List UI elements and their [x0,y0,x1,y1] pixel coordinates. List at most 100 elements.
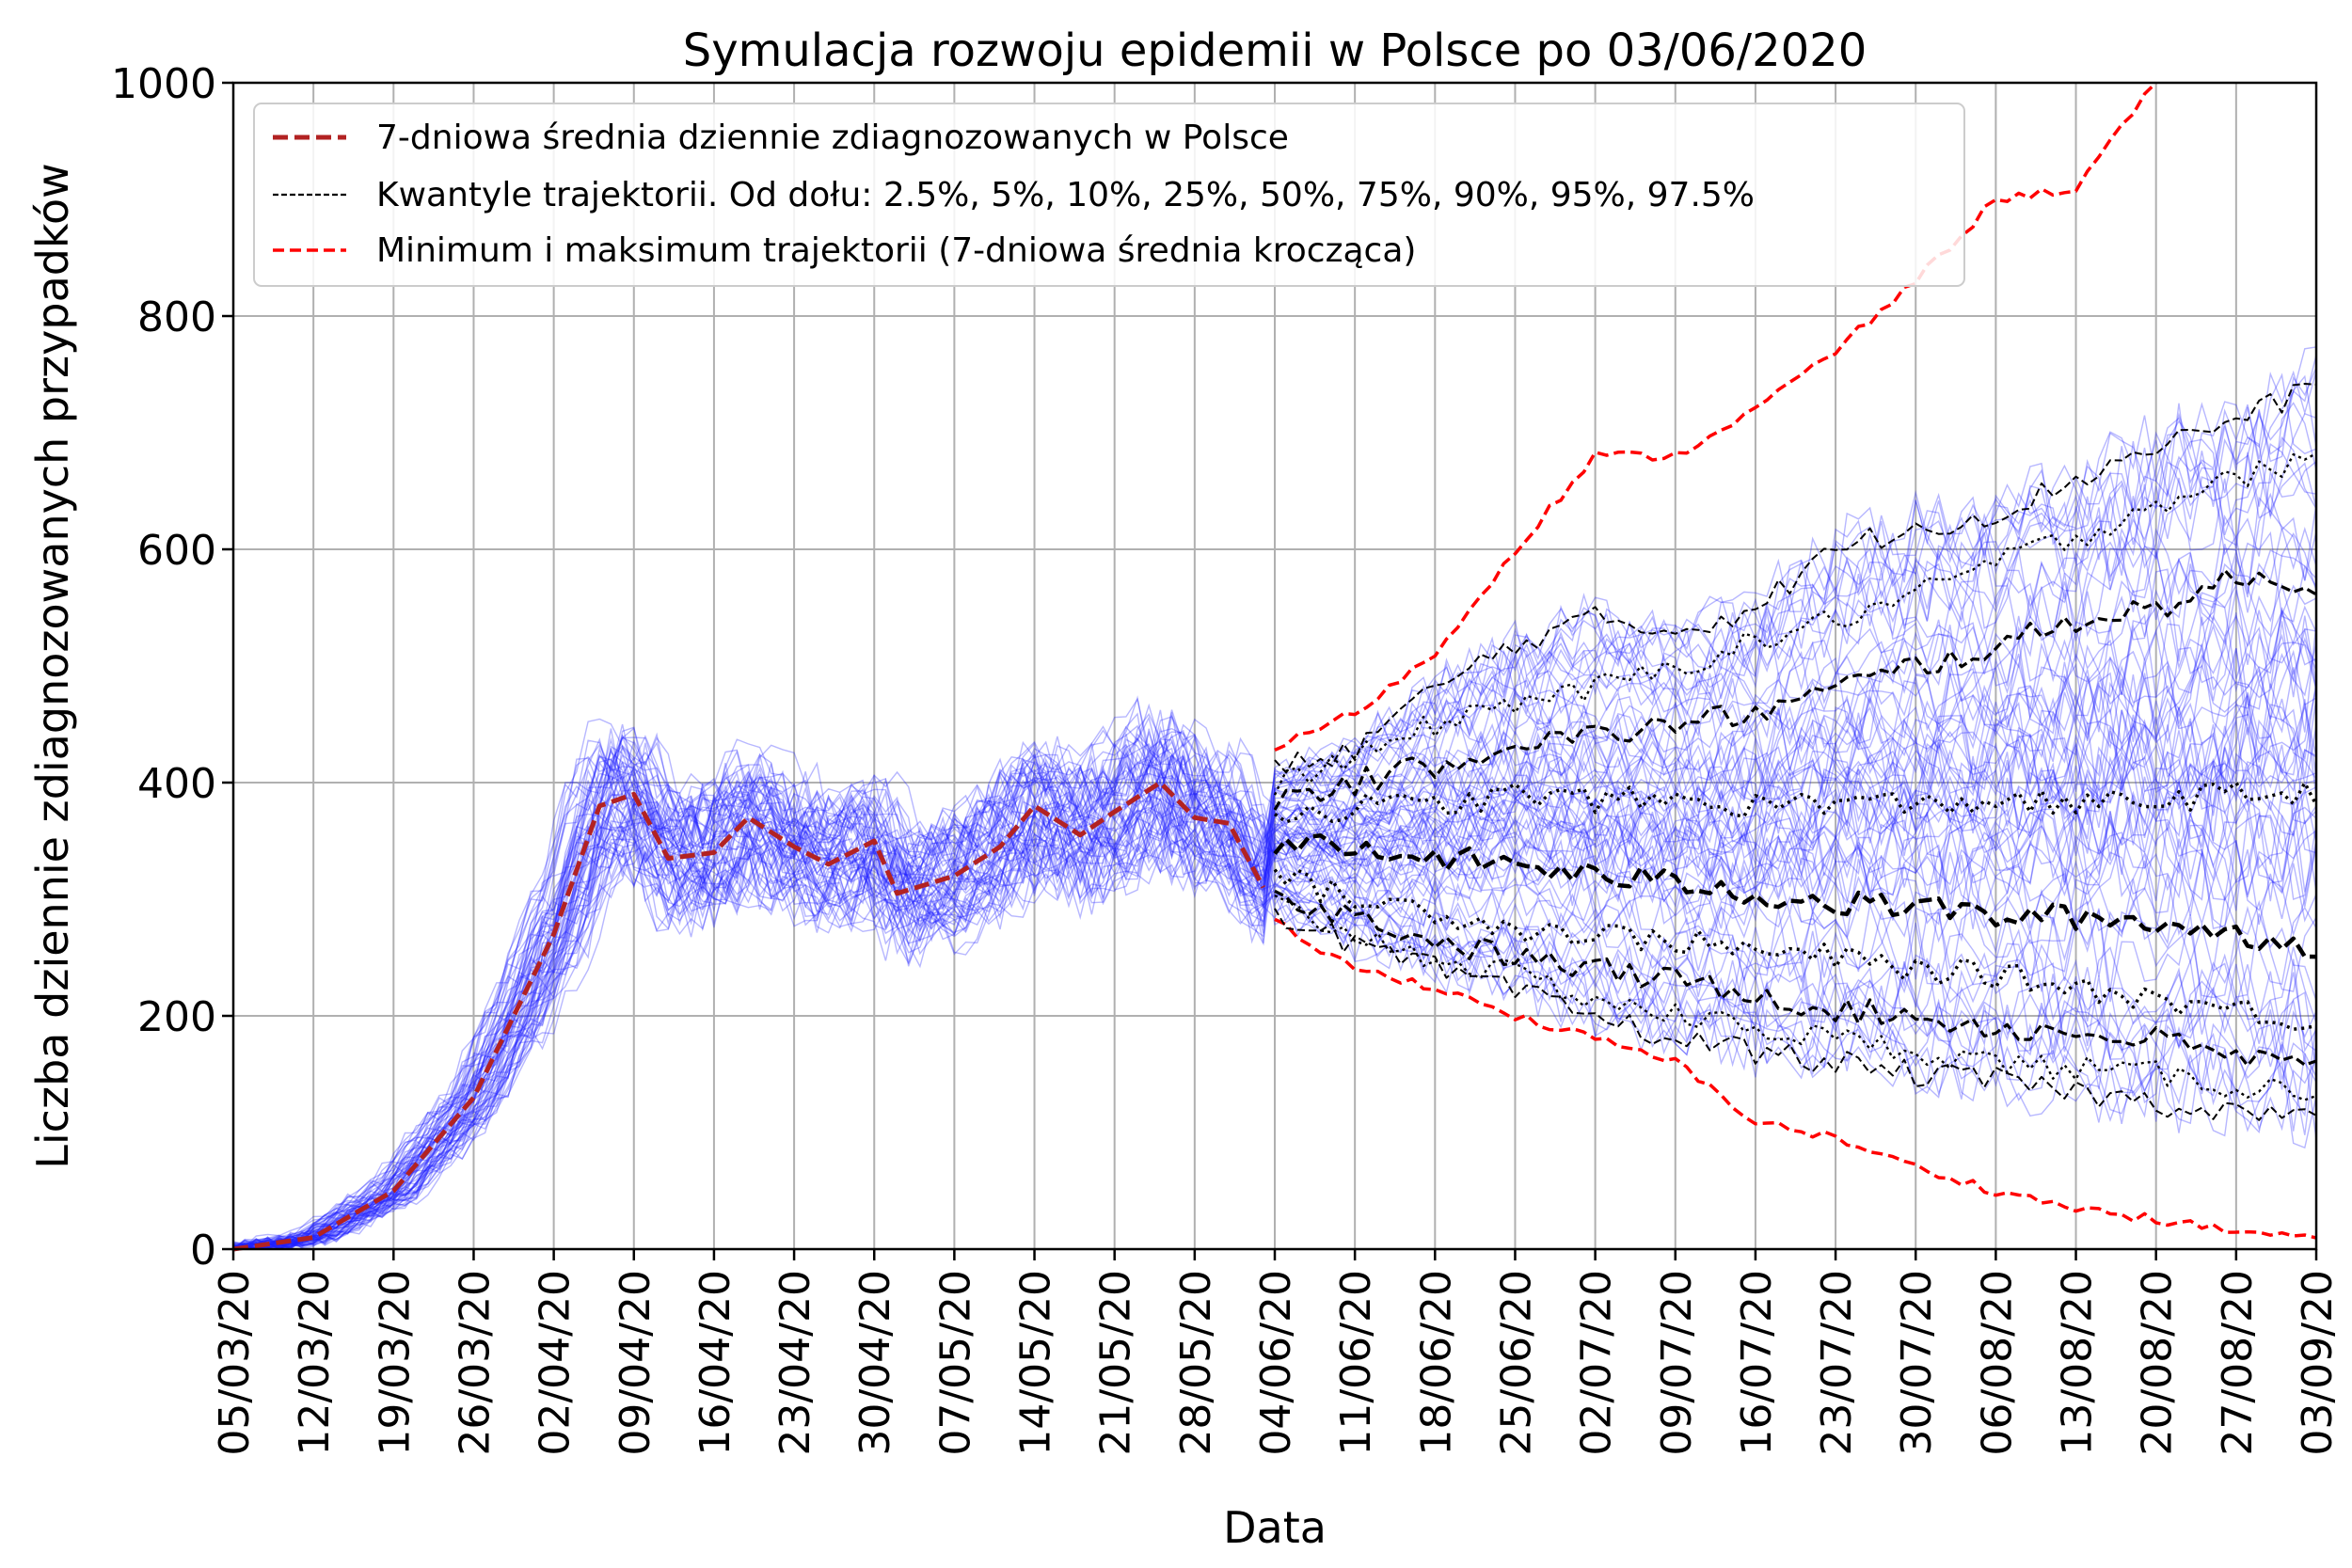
y-tick-label: 1000 [111,60,216,108]
x-tick-label: 18/06/20 [1412,1270,1460,1456]
trajectory-line [232,623,2317,1250]
trajectory-line [232,372,2317,1250]
trajectory-line [232,582,2317,1250]
min-trajectory-line [1274,917,2317,1240]
trajectory-line [232,752,2317,1250]
x-axis-ticks: 05/03/20 12/03/20 19/03/20 26/03/20 02/04/20… [211,1249,2342,1456]
trajectory-line [232,402,2317,1250]
trajectory-line [233,531,2317,1250]
trajectory-line [232,436,2317,1250]
trajectory-line [232,812,2317,1250]
trajectory-line [232,716,2317,1250]
x-tick-label: 30/04/20 [851,1270,899,1456]
y-axis-ticks: 0 200 400 600 800 1000 [111,60,233,1275]
trajectory-line [232,615,2317,1249]
trajectory-line [232,795,2317,1250]
x-tick-label: 19/03/20 [371,1270,419,1456]
trajectory-line [232,686,2317,1248]
trajectory-line [232,610,2317,1250]
x-tick-label: 26/03/20 [451,1270,499,1456]
y-tick-label: 600 [137,527,216,575]
x-tick-label: 11/06/20 [1332,1270,1380,1456]
quantile-line-75 [1274,781,2318,824]
x-tick-label: 27/08/20 [2214,1270,2262,1456]
trajectory-line [232,355,2317,1250]
trajectory-line [232,680,2317,1250]
quantile-line-90 [1273,568,2317,811]
trajectory-line [233,712,2317,1250]
trajectory-line [232,699,2317,1250]
trajectory-line [233,718,2317,1250]
quantile-line-10 [1274,889,2317,1068]
x-tick-label: 20/08/20 [2134,1270,2182,1456]
legend-label-actual: 7-dniowa średnia dziennie zdiagnozowanyc… [376,119,1289,157]
quantile-line-5 [1274,895,2317,1101]
trajectory-line [232,709,2317,1250]
x-tick-label: 02/07/20 [1573,1270,1621,1456]
trajectory-line [232,374,2317,1250]
x-tick-label: 14/05/20 [1012,1270,1060,1456]
trajectory-line [232,709,2317,1250]
trajectory-line [232,736,2317,1250]
trajectory-line [232,739,2317,1248]
y-axis-label: Liczba dziennie zdiagnozowanych przypadk… [27,163,78,1168]
trajectory-line [232,704,2317,1249]
trajectory-line [232,632,2317,1250]
quantile-line-2-5 [1274,908,2317,1121]
legend-box [253,103,1965,287]
trajectory-line [232,727,2317,1250]
quantile-line-50 [1273,833,2317,959]
trajectory-line [232,803,2317,1250]
x-tick-label: 09/07/20 [1653,1270,1701,1456]
trajectory-line [232,734,2317,1248]
trajectory-line [232,691,2317,1249]
trajectory-line [232,454,2317,1248]
trajectory-line [232,750,2317,1249]
x-tick-label: 09/04/20 [612,1270,660,1456]
trajectory-line [232,726,2317,1250]
trajectory-line [232,759,2317,1246]
trajectory-line [232,370,2317,1245]
trajectory-line [232,683,2317,1250]
trajectory-line [232,607,2317,1250]
x-tick-label: 06/08/20 [1973,1270,2021,1456]
x-tick-label: 16/07/20 [1733,1270,1781,1456]
quantile-line-97-5 [1274,383,2317,774]
trajectory-line [232,782,2317,1250]
trajectory-line [232,748,2317,1250]
trajectory-line [232,641,2317,1250]
x-tick-label: 28/05/20 [1172,1270,1220,1456]
x-axis-label: Data [1223,1502,1327,1553]
x-tick-label: 25/06/20 [1492,1270,1540,1456]
legend-label-quantiles: Kwantyle trajektorii. Od dołu: 2.5%, 5%,… [376,176,1755,214]
trajectory-line [233,825,2317,1250]
max-trajectory-line [1274,81,2157,752]
x-tick-label: 30/07/20 [1893,1270,1941,1456]
trajectory-line [232,609,2317,1250]
trajectory-line [232,703,2317,1250]
trajectory-line [232,724,2317,1249]
chart-title: Symulacja rozwoju epidemii w Polsce po 0… [683,24,1867,77]
x-tick-label: 13/08/20 [2054,1270,2102,1456]
trajectory-line [232,765,2317,1250]
trajectory-line [232,627,2317,1250]
legend-label-minmax: Minimum i maksimum trajektorii (7-dniowa… [376,231,1416,270]
x-tick-label: 02/04/20 [532,1270,580,1456]
actual-average-line [232,780,1266,1252]
x-tick-label: 12/03/20 [291,1270,339,1456]
trajectory-line [233,413,2317,1250]
trajectory-line [232,737,2317,1248]
y-tick-label: 200 [137,993,216,1041]
x-tick-label: 23/07/20 [1813,1270,1861,1456]
trajectory-line [232,442,2317,1250]
trajectory-line [232,779,2317,1250]
y-tick-label: 0 [190,1227,216,1275]
trajectory-line [232,775,2317,1250]
x-tick-label: 03/09/20 [2294,1270,2342,1456]
x-tick-label: 23/04/20 [771,1270,819,1456]
y-tick-label: 800 [137,293,216,341]
x-tick-label: 16/04/20 [691,1270,739,1456]
trajectory-line [232,796,2317,1248]
trajectory-line [232,496,2317,1250]
